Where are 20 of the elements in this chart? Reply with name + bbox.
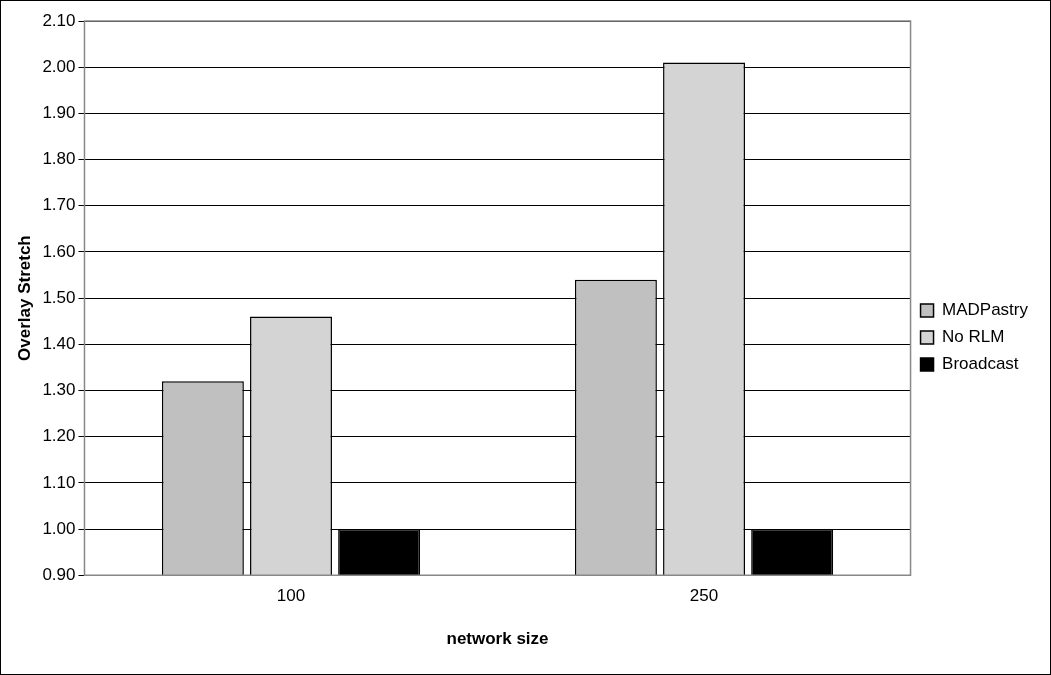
y-tick-label: 1.70: [42, 195, 76, 215]
y-tick-label: 1.00: [42, 518, 76, 538]
y-axis-title: Overlay Stretch: [14, 235, 34, 361]
x-axis-title: network size: [446, 629, 549, 649]
y-tick-label: 2.10: [42, 10, 76, 30]
y-tick-label: 2.00: [42, 56, 76, 76]
x-tick-label: 100: [276, 586, 306, 606]
legend-label: No RLM: [942, 327, 1005, 347]
y-tick-label: 1.40: [42, 333, 76, 353]
y-tick-label: 1.80: [42, 149, 76, 169]
y-tick-label: 1.30: [42, 380, 76, 400]
y-tick-label: 0.90: [42, 564, 76, 584]
y-tick-label: 1.90: [42, 103, 76, 123]
y-tick-label: 1.10: [42, 472, 76, 492]
legend-label: Broadcast: [942, 354, 1019, 374]
y-tick-label: 1.50: [42, 287, 76, 307]
y-tick-label: 1.60: [42, 241, 76, 261]
x-tick-label: 250: [689, 586, 719, 606]
legend-label: MADPastry: [942, 300, 1029, 320]
y-tick-label: 1.20: [42, 426, 76, 446]
